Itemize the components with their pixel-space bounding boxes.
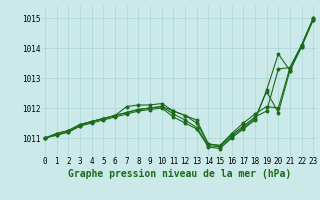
X-axis label: Graphe pression niveau de la mer (hPa): Graphe pression niveau de la mer (hPa) — [68, 169, 291, 179]
